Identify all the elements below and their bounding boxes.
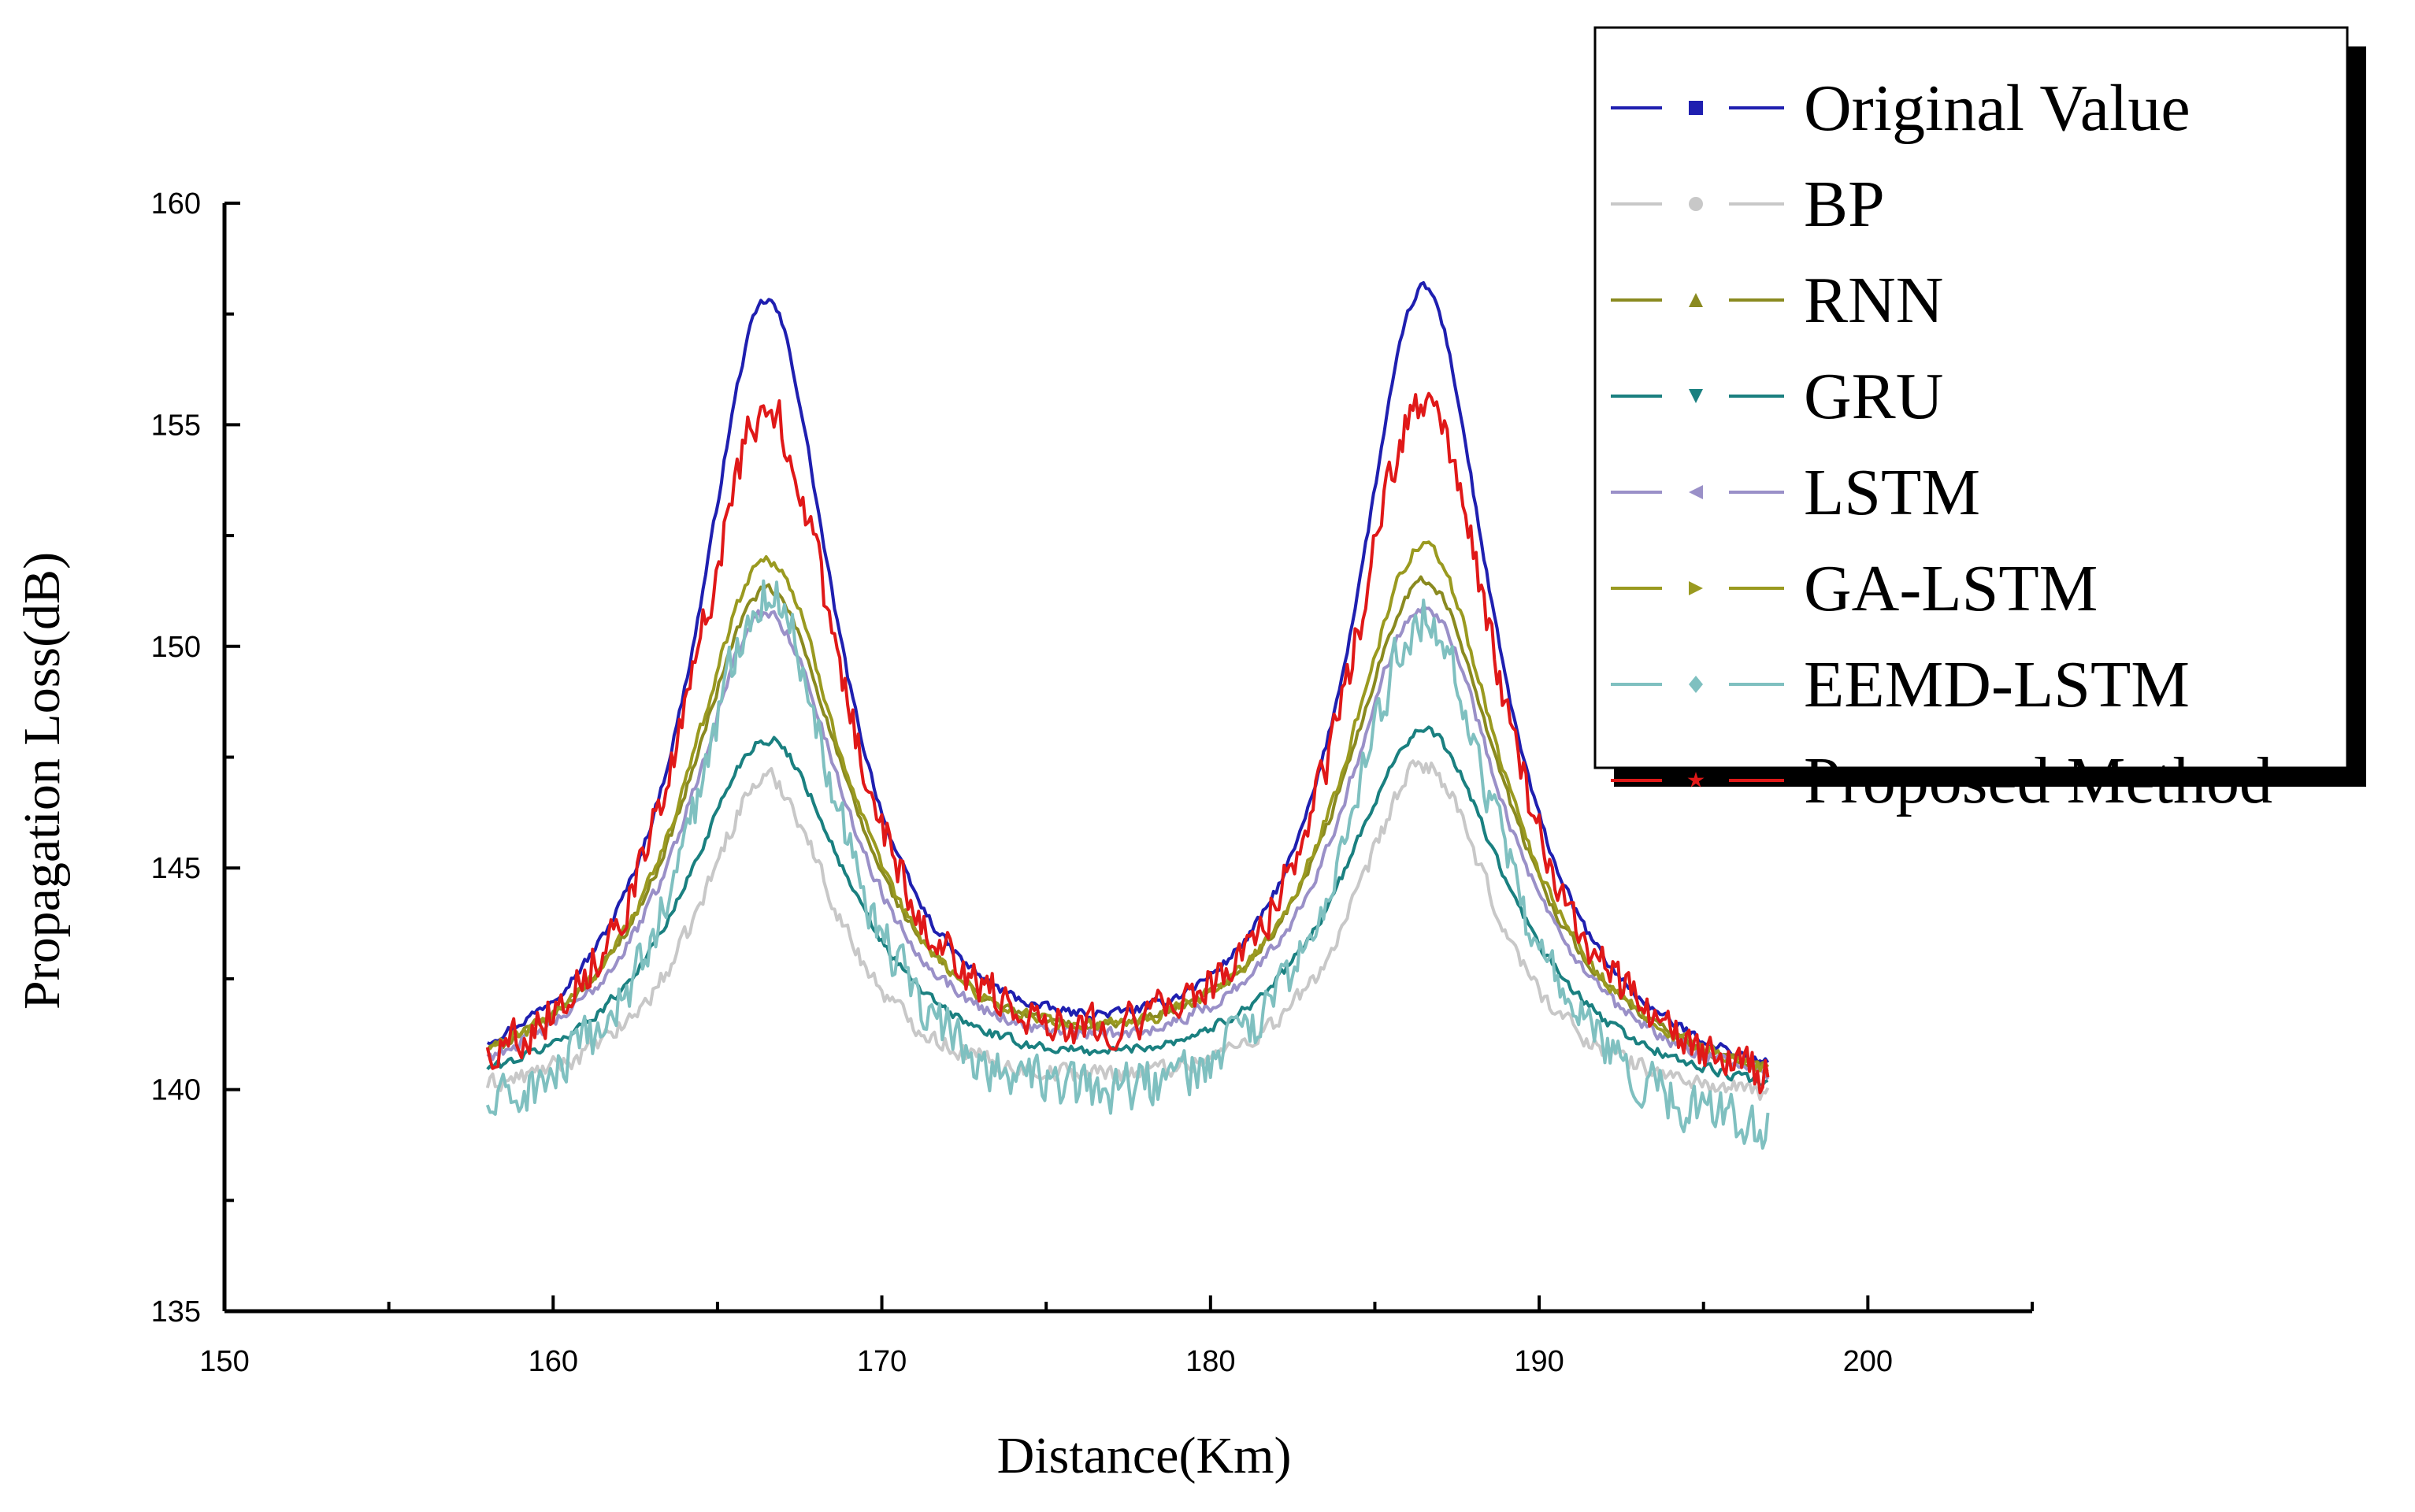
legend-label: EEMD-LSTM [1804,648,2190,721]
x-tick-label: 170 [857,1345,907,1378]
x-axis-title: Distance(Km) [997,1427,1292,1484]
legend-label: RNN [1804,264,1943,337]
x-tick-label: 160 [529,1345,578,1378]
x-tick-label: 190 [1514,1345,1564,1378]
series-layer [485,281,1770,1150]
legend-item: RNN [1611,264,1943,337]
legend-label: LSTM [1804,456,1980,529]
x-tick-label: 150 [199,1345,249,1378]
legend-marker-diamond [1689,676,1703,693]
series-line-lstm [486,604,1770,1080]
y-tick-label: 140 [151,1074,201,1107]
y-tick-label: 135 [151,1295,201,1329]
plot-area: 150 160 170 180 190 200 135 140 145 150 155 160 [151,187,2034,1378]
legend-marker-triangle-left [1689,485,1703,499]
y-tick-label: 150 [151,631,201,664]
legend-label: Proposed Method [1804,744,2272,817]
legend-marker-triangle-up [1689,293,1703,307]
series-line-proposed-method [485,391,1770,1095]
series-line-ga-lstm [487,540,1770,1073]
legend-label: GA-LSTM [1804,552,2098,625]
legend-marker-square [1689,101,1703,115]
legend-box [1593,26,2349,769]
x-tick-label: 200 [1843,1345,1893,1378]
y-tick-label: 155 [151,409,201,442]
y-ticks: 135 140 145 150 155 160 [151,187,240,1329]
series-line-rnn [486,575,1769,1073]
legend-marker-triangle-down [1689,389,1703,403]
x-tick-label: 180 [1185,1345,1235,1378]
legend-label: BP [1804,168,1885,241]
legend-marker-triangle-right [1689,581,1703,595]
y-axis-title: Propagation Loss(dB) [13,552,71,1010]
legend-item: LSTM [1611,456,1980,529]
legend-marker-circle [1689,197,1703,211]
legend-item: Original Value [1611,72,2191,145]
legend-item: BP [1611,168,1885,241]
legend-item: EEMD-LSTM [1611,648,2190,721]
legend-items: Original Value BP RNN GRU LSTM GA-LSTM EEMD-LS… [1611,72,2272,817]
x-ticks: 150 160 170 180 190 200 [199,1295,2034,1378]
legend-item: GRU [1611,360,1943,433]
legend-marker-star [1687,772,1705,788]
legend-label: GRU [1804,360,1943,433]
legend: Original Value BP RNN GRU LSTM GA-LSTM EEMD-LS… [1593,26,2366,817]
legend-item: GA-LSTM [1611,552,2098,625]
y-tick-label: 160 [151,187,201,220]
legend-label: Original Value [1804,72,2191,145]
y-tick-label: 145 [151,852,201,885]
legend-item: Proposed Method [1611,744,2272,817]
series-line-eemd-lstm [485,579,1770,1150]
